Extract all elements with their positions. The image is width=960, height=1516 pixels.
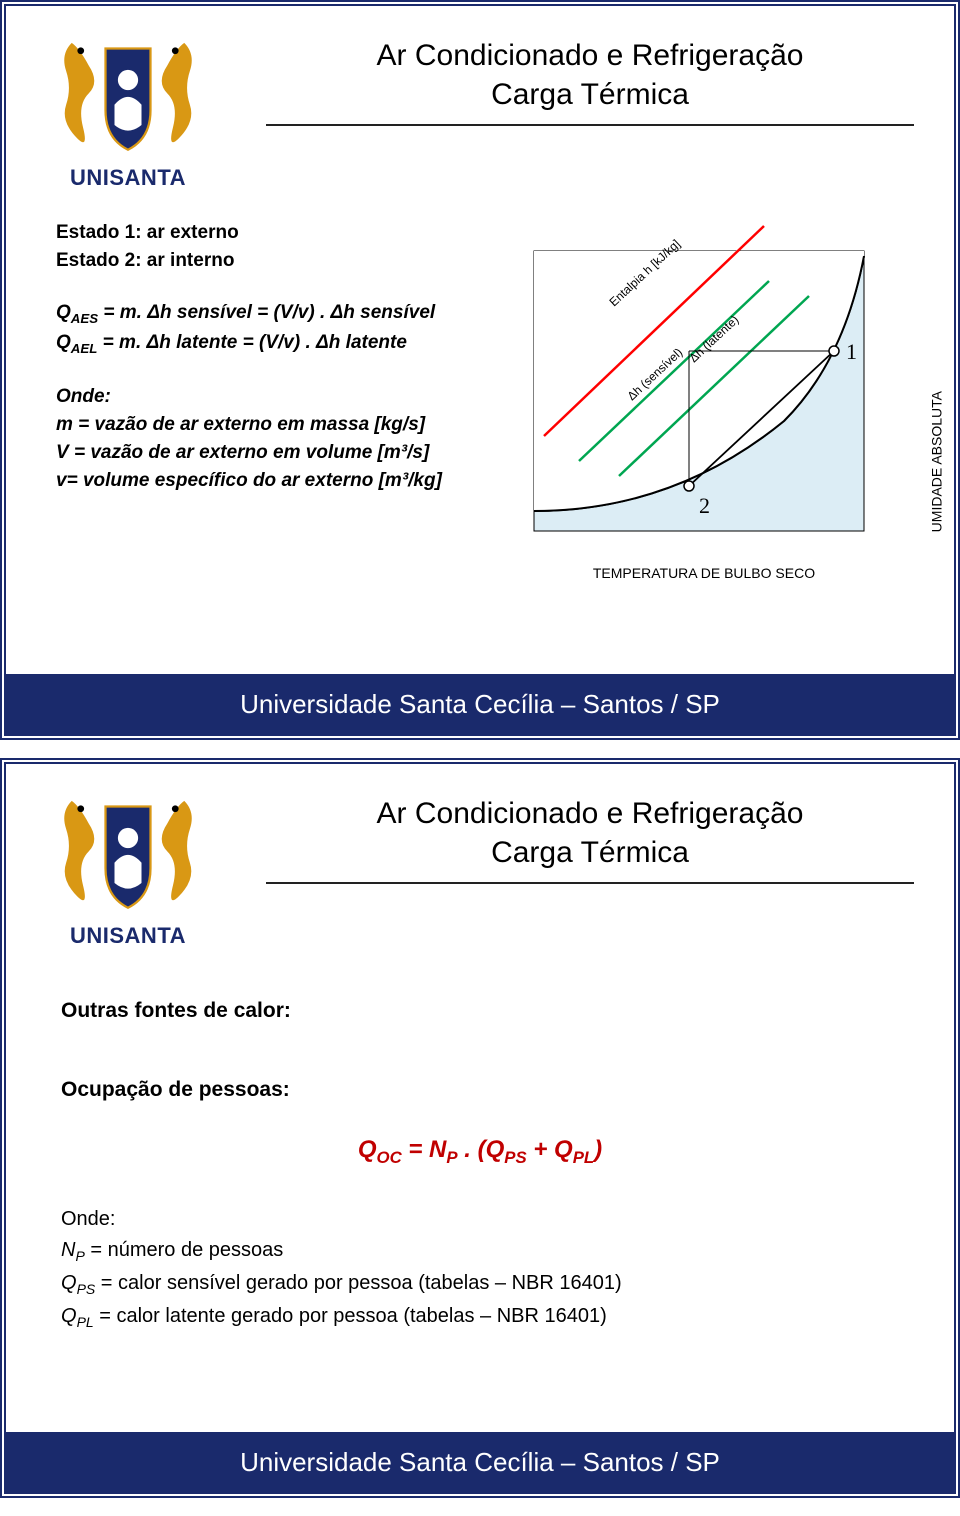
slide-2: UNISANTA Ar Condicionado e Refrigeração … xyxy=(0,758,960,1498)
onde-label: Onde: xyxy=(61,1208,899,1231)
occupancy-equation: QOC = NP . (QPS + QPL) xyxy=(61,1136,899,1168)
seahorse-shield-icon xyxy=(38,26,218,161)
chart-y-axis-label: UMIDADE ABSOLUTA xyxy=(928,391,944,532)
occupancy-subheading: Ocupação de pessoas: xyxy=(61,1078,899,1102)
def-np: NP = número de pessoas xyxy=(61,1239,899,1264)
point-2-label: 2 xyxy=(699,493,710,518)
brand-logo: UNISANTA xyxy=(38,784,218,964)
chart-svg: 1 2 Entalpia h [kJ/kg] Δh (sensível) Δh … xyxy=(524,211,914,571)
footer-text: Universidade Santa Cecília – Santos / SP xyxy=(240,1447,720,1478)
title-underline xyxy=(266,124,914,126)
slide-footer: Universidade Santa Cecília – Santos / SP xyxy=(6,674,954,734)
point-1-label: 1 xyxy=(846,339,857,364)
equation-aes: QAES = m. Δh sensível = (V/v) . Δh sensí… xyxy=(56,302,496,326)
def-v-lower: v= volume específico do ar externo [m³/k… xyxy=(56,470,496,492)
where-block: Onde: NP = número de pessoas QPS = calor… xyxy=(61,1208,899,1330)
psychrometric-chart: 1 2 Entalpia h [kJ/kg] Δh (sensível) Δh … xyxy=(524,211,914,571)
slide-title: Ar Condicionado e Refrigeração Carga Tér… xyxy=(266,794,914,884)
title-line-2: Carga Térmica xyxy=(266,833,914,872)
title-line-1: Ar Condicionado e Refrigeração xyxy=(266,36,914,75)
def-m: m = vazão de ar externo em massa [kg/s] xyxy=(56,414,496,436)
brand-name: UNISANTA xyxy=(38,165,218,191)
title-underline xyxy=(266,882,914,884)
chart-x-axis-label: TEMPERATURA DE BULBO SECO xyxy=(524,565,884,581)
title-line-2: Carga Térmica xyxy=(266,75,914,114)
seahorse-shield-icon xyxy=(38,784,218,919)
def-qpl: QPL = calor latente gerado por pessoa (t… xyxy=(61,1305,899,1330)
state-1-label: Estado 1: ar externo xyxy=(56,222,496,244)
brand-logo: UNISANTA xyxy=(38,26,218,206)
title-line-1: Ar Condicionado e Refrigeração xyxy=(266,794,914,833)
equation-ael: QAEL = m. Δh latente = (V/v) . Δh latent… xyxy=(56,332,496,356)
def-qps: QPS = calor sensível gerado por pessoa (… xyxy=(61,1272,899,1297)
slide2-body: Outras fontes de calor: Ocupação de pess… xyxy=(61,999,899,1338)
slide-footer: Universidade Santa Cecília – Santos / SP xyxy=(6,1432,954,1492)
brand-name: UNISANTA xyxy=(38,923,218,949)
footer-text: Universidade Santa Cecília – Santos / SP xyxy=(240,689,720,720)
def-v-upper: V = vazão de ar externo em volume [m³/s] xyxy=(56,442,496,464)
state-2-label: Estado 2: ar interno xyxy=(56,250,496,272)
slide-title: Ar Condicionado e Refrigeração Carga Tér… xyxy=(266,36,914,126)
onde-label: Onde: xyxy=(56,386,496,408)
other-sources-heading: Outras fontes de calor: xyxy=(61,999,899,1023)
slide1-text-block: Estado 1: ar externo Estado 2: ar intern… xyxy=(56,216,496,498)
slide-1: UNISANTA Ar Condicionado e Refrigeração … xyxy=(0,0,960,740)
